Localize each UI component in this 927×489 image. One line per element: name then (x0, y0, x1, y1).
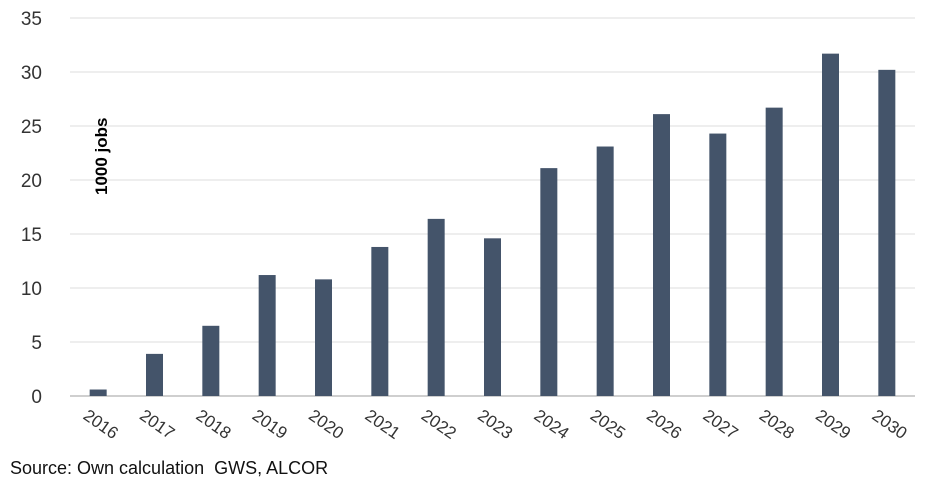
x-tick-label: 2019 (249, 406, 291, 443)
bar-2017 (146, 353, 163, 396)
x-tick-label: 2026 (643, 406, 685, 443)
bar-2019 (258, 275, 276, 396)
x-tick-label: 2030 (869, 406, 911, 443)
y-tick-label: 5 (31, 333, 42, 354)
x-tick-label: 2025 (587, 406, 629, 443)
x-tick-label: 2023 (474, 406, 516, 443)
y-tick-label: 20 (21, 171, 42, 192)
bar-2018 (202, 325, 220, 396)
source-note: Source: Own calculation GWS, ALCOR (10, 458, 329, 478)
x-tick-label: 2017 (136, 406, 178, 443)
bar-2016 (89, 389, 107, 396)
x-tick-label: 2024 (531, 406, 573, 443)
bar-2030 (878, 69, 896, 396)
bar-2021 (371, 246, 389, 396)
bar-2025 (596, 146, 614, 396)
y-tick-label: 30 (21, 63, 42, 84)
x-tick-label: 2022 (418, 406, 460, 443)
bar-2024 (540, 168, 558, 396)
x-tick-label: 2020 (305, 406, 347, 443)
gridlines (70, 17, 915, 343)
x-tick-label: 2029 (812, 406, 854, 443)
y-axis-ticks: 0 5 10 15 20 25 30 35 (21, 9, 42, 408)
bar-2027 (709, 133, 727, 396)
bar-2020 (315, 279, 332, 396)
y-tick-label: 25 (21, 117, 42, 138)
x-axis-ticks: 2016 2017 2018 2019 2020 2021 2022 2023 2024 2025… (80, 406, 911, 443)
bar-2029 (822, 53, 839, 396)
bar-2023 (484, 238, 501, 396)
x-tick-label: 2027 (700, 406, 742, 443)
bars (89, 53, 896, 397)
bar-2026 (653, 114, 670, 397)
y-tick-label: 15 (21, 225, 42, 246)
y-tick-label: 35 (21, 9, 42, 30)
x-tick-label: 2028 (756, 406, 798, 443)
y-tick-label: 0 (31, 387, 42, 408)
bar-2028 (765, 107, 783, 396)
x-tick-label: 2018 (193, 406, 235, 443)
y-axis-label: 1000 jobs (92, 118, 111, 196)
x-tick-label: 2021 (362, 406, 404, 443)
x-tick-label: 2016 (80, 406, 122, 443)
bar-2022 (427, 218, 445, 396)
y-tick-label: 10 (21, 279, 42, 300)
